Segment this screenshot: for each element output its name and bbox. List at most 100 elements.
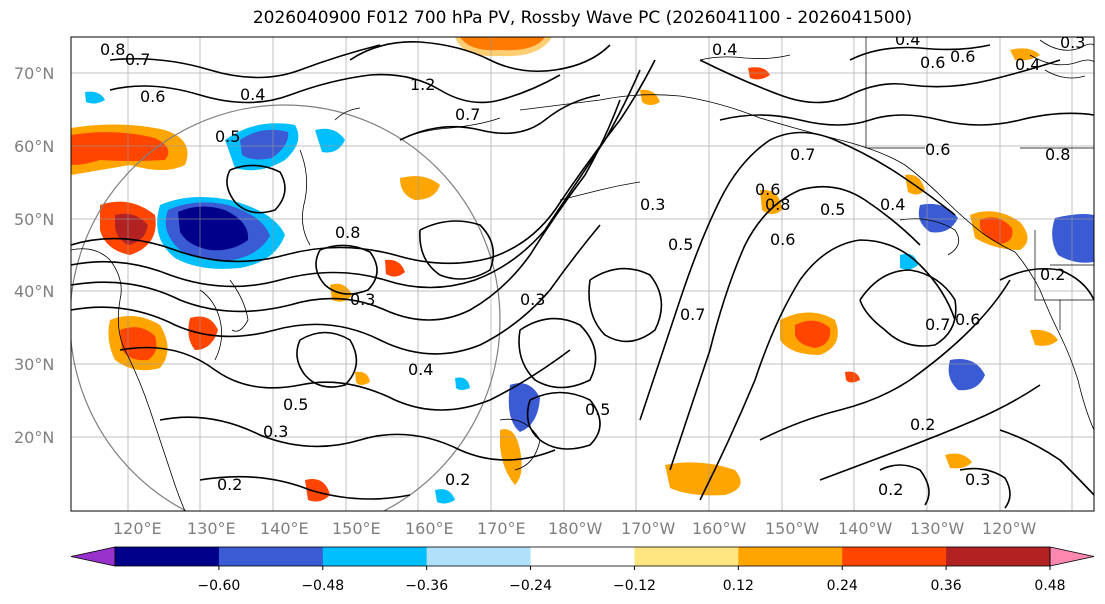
colorbar-segment bbox=[218, 547, 324, 566]
colorbar-segment bbox=[946, 547, 1051, 566]
contour-label: 0.4 bbox=[240, 85, 265, 104]
contour-label: 0.8 bbox=[100, 40, 125, 59]
lon-label: 160°W bbox=[692, 519, 747, 538]
contour-label: 0.8 bbox=[335, 223, 360, 242]
colorbar-segment bbox=[426, 547, 532, 566]
contour-label: 0.7 bbox=[125, 50, 150, 69]
lon-label: 140°W bbox=[838, 519, 893, 538]
contour-label: 0.2 bbox=[910, 415, 935, 434]
colorbar-segment bbox=[115, 547, 220, 566]
cold-anomaly bbox=[85, 91, 105, 104]
contour-label: 0.8 bbox=[765, 195, 790, 214]
admin-boundaries bbox=[865, 37, 1094, 330]
contour-label: 0.7 bbox=[680, 305, 705, 324]
contour-label: 0.7 bbox=[790, 145, 815, 164]
lon-label: 170°E bbox=[477, 519, 526, 538]
contour-label: 0.6 bbox=[920, 53, 945, 72]
warm-anomaly bbox=[115, 213, 148, 245]
lat-label: 60°N bbox=[14, 137, 54, 156]
cold-anomaly bbox=[918, 203, 958, 233]
pv-thin-contours bbox=[499, 39, 1094, 471]
lon-label: 150°W bbox=[765, 519, 820, 538]
lon-label: 140°E bbox=[260, 519, 309, 538]
cold-anomaly bbox=[900, 253, 918, 270]
colorbar-segments bbox=[70, 546, 1095, 567]
contour-label: 0.3 bbox=[640, 195, 665, 214]
lon-label: 120°W bbox=[982, 519, 1037, 538]
cold-anomaly bbox=[435, 489, 455, 504]
warm-anomaly bbox=[385, 259, 405, 277]
contour-label: 0.2 bbox=[445, 470, 470, 489]
lon-label: 170°W bbox=[621, 519, 676, 538]
warm-anomaly bbox=[500, 429, 522, 485]
cold-anomaly bbox=[315, 128, 345, 153]
lon-label: 150°E bbox=[332, 519, 381, 538]
lon-label: 160°E bbox=[405, 519, 454, 538]
contour-label: 0.6 bbox=[140, 87, 165, 106]
contour-label: 0.5 bbox=[668, 235, 693, 254]
lat-label: 20°N bbox=[14, 428, 54, 447]
cold-anomaly bbox=[240, 129, 289, 160]
warm-anomaly bbox=[795, 320, 831, 348]
contour-label: 0.6 bbox=[770, 230, 795, 249]
lon-label: 120°E bbox=[113, 519, 162, 538]
colorbar-tick-label: 0.48 bbox=[1034, 578, 1065, 594]
warm-anomaly bbox=[120, 327, 157, 361]
contour-label: 0.4 bbox=[712, 40, 737, 59]
pv-anomaly-shading bbox=[71, 37, 1094, 504]
contour-label: 0.5 bbox=[585, 400, 610, 419]
contour-label: 0.7 bbox=[455, 105, 480, 124]
longitude-labels: 120°E 130°E 140°E 150°E 160°E 170°E 180°… bbox=[113, 519, 1037, 538]
contour-label: 0.3 bbox=[350, 290, 375, 309]
contour-label: 0.6 bbox=[950, 47, 975, 66]
colorbar: −0.60 −0.48 −0.36 −0.24 −0.12 0.12 0.24 0.36 0.4… bbox=[70, 546, 1095, 594]
contour-label: 0.2 bbox=[217, 475, 242, 494]
map-title: 2026040900 F012 700 hPa PV, Rossby Wave … bbox=[252, 8, 913, 28]
cold-anomaly bbox=[508, 383, 540, 432]
latitude-labels: 70°N 60°N 50°N 40°N 30°N 20°N bbox=[14, 64, 54, 447]
map-frame bbox=[70, 36, 1095, 512]
colorbar-tick-label: −0.48 bbox=[301, 578, 344, 594]
contour-label: 1.2 bbox=[410, 75, 435, 94]
lon-label: 180°W bbox=[548, 519, 603, 538]
colorbar-tick-label: 0.12 bbox=[723, 578, 754, 594]
contour-label: 0.5 bbox=[820, 200, 845, 219]
contour-labels: 0.8 0.7 0.6 0.5 0.4 0.3 0.2 1.2 0.7 0.6 … bbox=[100, 33, 1085, 499]
colorbar-extend-low bbox=[70, 546, 116, 567]
cold-anomaly bbox=[1052, 214, 1094, 263]
contour-label: 0.3 bbox=[965, 470, 990, 489]
warm-anomaly bbox=[845, 371, 860, 383]
warm-anomaly bbox=[355, 371, 370, 385]
colorbar-tick-label: −0.36 bbox=[405, 578, 448, 594]
warm-anomaly bbox=[71, 132, 169, 165]
warm-anomaly bbox=[400, 176, 440, 200]
lat-label: 70°N bbox=[14, 64, 54, 83]
lat-label: 50°N bbox=[14, 210, 54, 229]
warm-anomaly bbox=[640, 89, 660, 105]
contour-label: 0.4 bbox=[880, 195, 905, 214]
reference-circle bbox=[71, 104, 501, 511]
warm-anomaly bbox=[455, 37, 552, 57]
warm-anomaly bbox=[760, 189, 782, 214]
contour-label: 0.3 bbox=[1060, 33, 1085, 52]
contour-label: 0.7 bbox=[925, 315, 950, 334]
contour-label: 0.8 bbox=[1045, 145, 1070, 164]
contour-label: 0.3 bbox=[520, 290, 545, 309]
cold-anomaly bbox=[455, 377, 470, 390]
cold-anomaly bbox=[178, 206, 249, 251]
pv-contours bbox=[71, 41, 1094, 509]
contour-label: 0.3 bbox=[263, 422, 288, 441]
contour-label: 0.6 bbox=[955, 310, 980, 329]
lon-label: 130°W bbox=[910, 519, 965, 538]
contour-label: 0.6 bbox=[925, 140, 950, 159]
lat-label: 30°N bbox=[14, 355, 54, 374]
graticule bbox=[71, 37, 1094, 511]
colorbar-segment bbox=[530, 547, 635, 566]
warm-anomaly bbox=[305, 479, 330, 502]
contour-label: 0.5 bbox=[215, 127, 240, 146]
colorbar-segment bbox=[634, 547, 739, 566]
lon-label: 130°E bbox=[187, 519, 236, 538]
colorbar-extend-high bbox=[1049, 546, 1095, 567]
colorbar-segment bbox=[738, 547, 843, 566]
